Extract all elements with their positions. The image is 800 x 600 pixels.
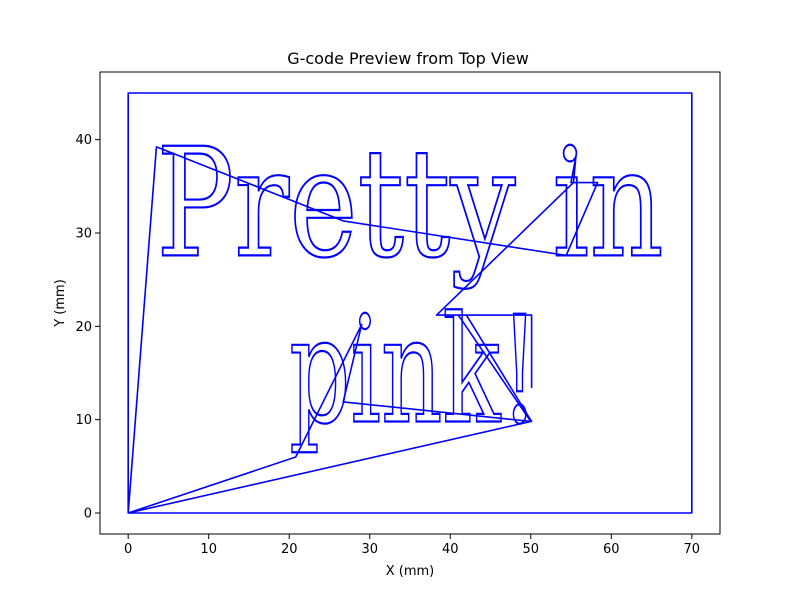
x-axis-label: X (mm) — [386, 564, 435, 579]
y-tick-label: 30 — [75, 227, 92, 242]
y-axis-ticks: 0 10 20 30 40 — [75, 133, 100, 522]
x-tick-label: 40 — [442, 542, 459, 557]
x-tick-label: 50 — [523, 542, 540, 557]
y-tick-label: 10 — [75, 413, 92, 428]
y-tick-label: 40 — [75, 133, 92, 148]
x-tick-label: 30 — [361, 542, 378, 557]
x-axis-ticks: 0 10 20 30 40 50 60 70 — [124, 534, 700, 557]
y-axis-label: Y (mm) — [53, 279, 68, 328]
plot-frame — [99, 71, 721, 535]
x-tick-label: 0 — [124, 542, 132, 557]
toolpath-text: Pretty in — [156, 116, 663, 291]
x-tick-label: 60 — [603, 542, 620, 557]
toolpath-line — [127, 92, 693, 514]
toolpath-text: pink! — [289, 285, 539, 457]
x-tick-label: 70 — [684, 542, 701, 557]
y-tick-label: 20 — [75, 320, 92, 335]
toolpath-series — [127, 92, 693, 514]
y-tick-label: 0 — [84, 507, 92, 522]
chart-title: G-code Preview from Top View — [287, 49, 529, 68]
x-tick-label: 10 — [200, 542, 217, 557]
x-tick-label: 20 — [281, 542, 298, 557]
